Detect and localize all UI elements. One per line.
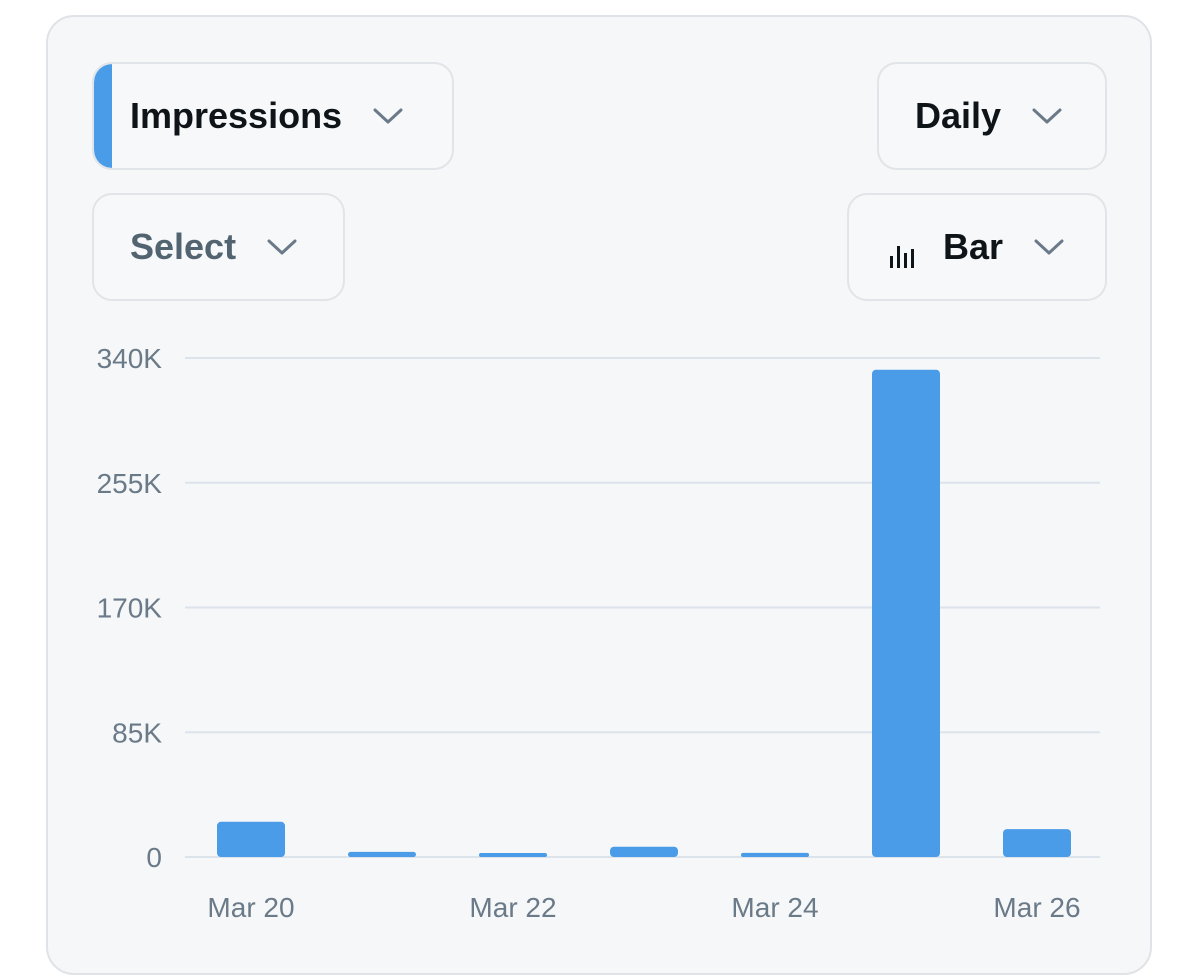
impressions-bar-chart: 0 85K 170K 255K 340K Mar 20 Mar 22 Mar 24 Mar 26 (97, 343, 1100, 923)
metric-dropdown-label: Impressions (130, 95, 343, 136)
chevron-down-icon (1031, 106, 1063, 126)
y-tick-label: 255K (97, 468, 163, 499)
chevron-down-icon (372, 106, 404, 126)
y-tick-label: 170K (97, 593, 163, 624)
bar-mar-20[interactable] (217, 821, 285, 857)
x-tick-label: Mar 24 (731, 892, 818, 923)
bar-chart-icon (889, 235, 917, 268)
compare-select-dropdown[interactable]: Select (92, 193, 345, 301)
period-dropdown-label: Daily (915, 95, 1002, 136)
bar-mar-26[interactable] (1003, 829, 1071, 857)
x-tick-label: Mar 26 (993, 892, 1080, 923)
bar-mar-21[interactable] (348, 851, 416, 857)
metric-dropdown[interactable]: Impressions (92, 62, 454, 170)
x-tick-label: Mar 20 (207, 892, 294, 923)
bar-mar-22[interactable] (479, 853, 547, 857)
analytics-card (46, 15, 1152, 975)
chevron-down-icon (266, 237, 298, 257)
bar-mar-24[interactable] (741, 852, 809, 857)
chart-type-dropdown-label: Bar (943, 226, 1004, 267)
chevron-down-icon (1033, 237, 1065, 257)
chart-type-dropdown[interactable]: Bar (847, 193, 1107, 301)
bar-mar-25[interactable] (872, 369, 940, 857)
y-tick-label: 0 (146, 842, 162, 873)
metric-accent-bar (94, 64, 112, 168)
y-tick-label: 340K (97, 343, 163, 374)
bar-mar-23[interactable] (610, 846, 678, 857)
y-tick-label: 85K (112, 717, 162, 748)
period-dropdown[interactable]: Daily (877, 62, 1107, 170)
select-dropdown-label: Select (130, 226, 237, 267)
x-tick-label: Mar 22 (469, 892, 556, 923)
